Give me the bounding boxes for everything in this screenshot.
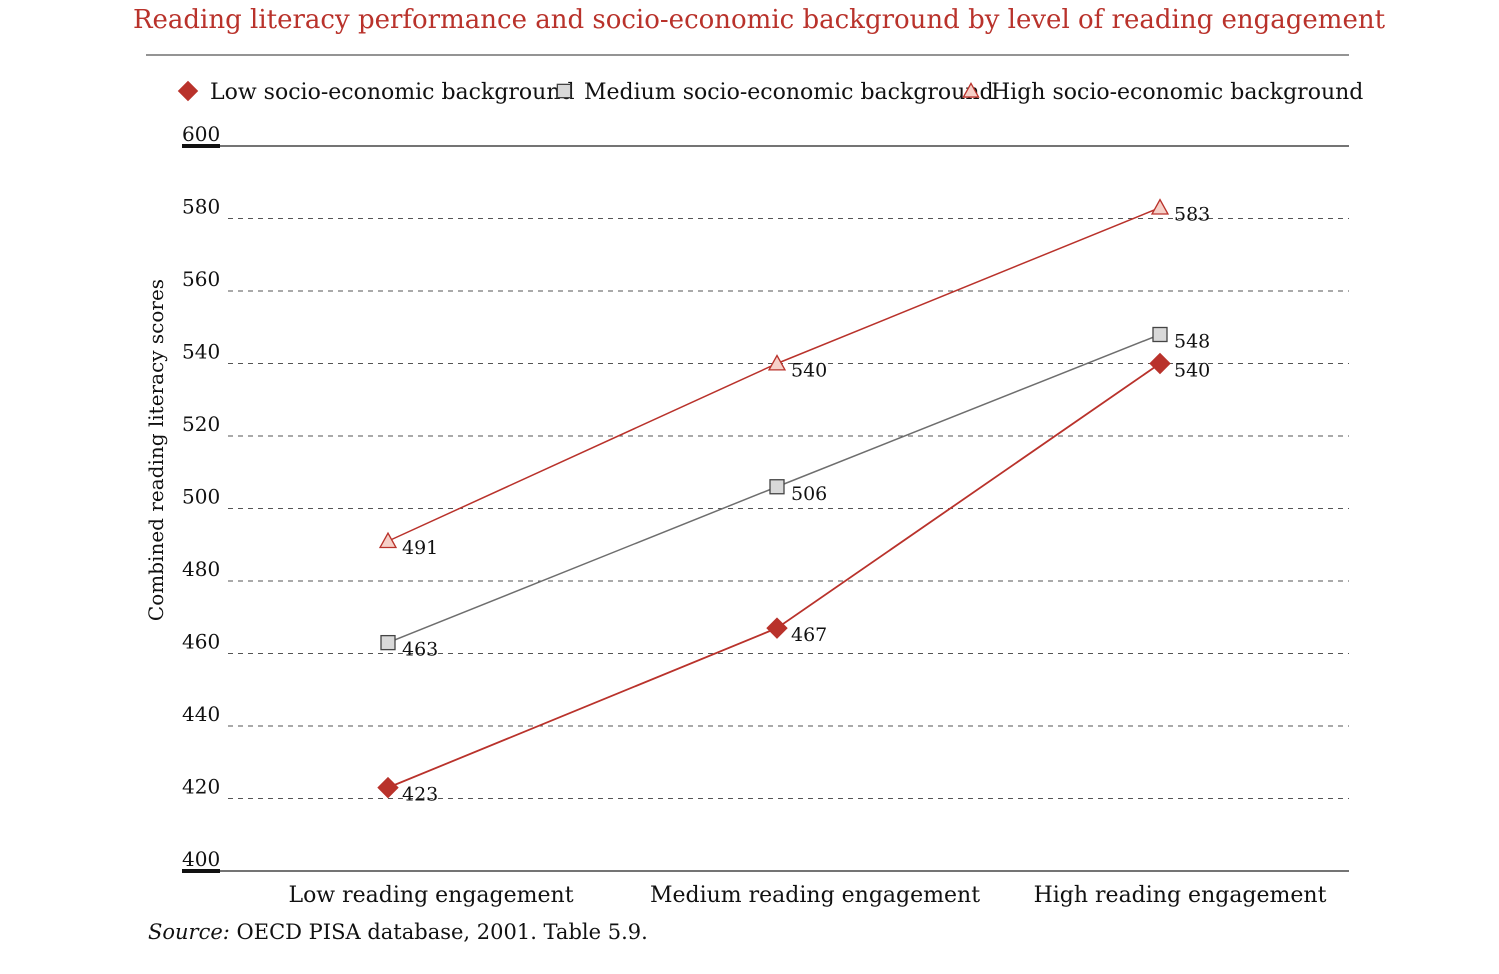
- data-label: 506: [791, 483, 827, 505]
- y-tick-label: 420: [182, 775, 220, 799]
- legend-label: High socio-economic background: [991, 80, 1363, 105]
- data-label: 467: [791, 624, 827, 646]
- data-point-diamond: [377, 776, 399, 799]
- y-tick-label: 580: [182, 195, 220, 219]
- y-tick-label: 540: [182, 340, 220, 364]
- y-tick-label: 520: [182, 412, 220, 436]
- y-tick-label: 560: [182, 267, 220, 291]
- x-category-label: Medium reading engagement: [650, 883, 980, 908]
- x-category-label: High reading engagement: [1034, 883, 1327, 908]
- data-point-triangle: [767, 354, 787, 371]
- data-point-diamond: [766, 617, 788, 639]
- legend-marker-square: [556, 83, 572, 99]
- data-point-triangle: [378, 531, 398, 549]
- source-label: Source:: [148, 920, 230, 944]
- data-label: 540: [791, 360, 827, 382]
- data-label: 583: [1174, 204, 1210, 226]
- source-note: Source: OECD PISA database, 2001. Table …: [148, 920, 648, 944]
- data-point-diamond: [1149, 352, 1171, 375]
- legend-marker-triangle: [962, 82, 980, 98]
- legend-label: Medium socio-economic background: [584, 80, 994, 105]
- data-point-square: [769, 479, 785, 495]
- data-point-square: [1152, 326, 1168, 343]
- data-label: 540: [1174, 360, 1210, 382]
- y-tick-label: 460: [182, 630, 220, 654]
- data-label: 491: [402, 537, 438, 559]
- x-category-label: Low reading engagement: [288, 883, 573, 908]
- y-tick-label: 600: [182, 122, 220, 146]
- series-line-diamond: [387, 362, 1161, 789]
- data-point-square: [380, 634, 396, 651]
- y-tick-label: 500: [182, 485, 220, 509]
- legend-label: Low socio-economic background: [210, 80, 575, 105]
- data-label: 548: [1174, 331, 1210, 353]
- legend-marker-diamond: [177, 80, 199, 102]
- y-axis-label: Combined reading literacy scores: [144, 279, 168, 621]
- data-point-triangle: [1150, 198, 1170, 215]
- y-tick-label: 480: [182, 557, 220, 581]
- y-tick-label: 440: [182, 702, 220, 726]
- data-label: 463: [402, 639, 438, 661]
- data-label: 423: [402, 784, 438, 806]
- source-text: OECD PISA database, 2001. Table 5.9.: [236, 920, 648, 944]
- chart-title: Reading literacy performance and socio-e…: [133, 5, 1386, 35]
- y-tick-label: 400: [182, 847, 220, 871]
